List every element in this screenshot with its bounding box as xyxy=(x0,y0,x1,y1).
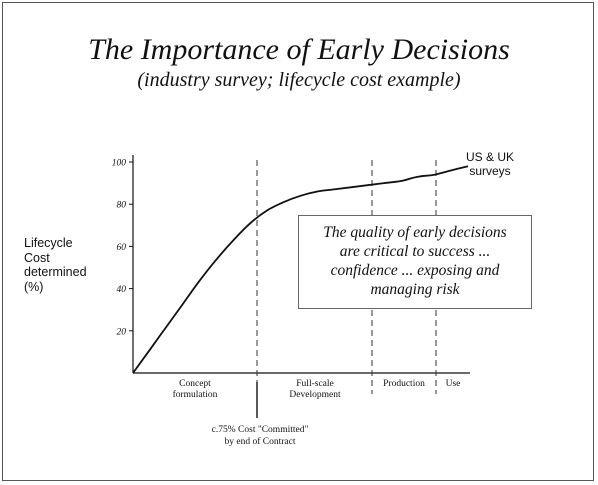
annotation-line: c.75% Cost "Committed" xyxy=(211,425,309,435)
y-tick-label: 100 xyxy=(112,159,127,169)
callout-box: The quality of early decisions are criti… xyxy=(298,215,532,309)
callout-line: The quality of early decisions xyxy=(323,224,507,241)
slide-subtitle: (industry survey; lifecycle cost example… xyxy=(137,69,461,91)
phase-label: Concept xyxy=(179,379,211,389)
series-label: US & UK surveys xyxy=(466,150,514,178)
y-axis-label-line: Lifecycle xyxy=(24,236,73,250)
cost-committed-annotation: c.75% Cost "Committed" by end of Contrac… xyxy=(190,424,330,448)
y-axis-label-line: (%) xyxy=(24,279,44,294)
y-tick-label: 60 xyxy=(117,243,127,253)
y-axis-label-line: determined xyxy=(24,265,87,279)
phase-label: formulation xyxy=(173,389,218,400)
phase-label: Use xyxy=(446,379,461,389)
series-label-line: surveys xyxy=(469,164,511,178)
y-tick-label: 20 xyxy=(117,327,127,337)
callout-line: are critical to success ... xyxy=(339,243,491,260)
y-axis-label-line: Cost xyxy=(24,250,50,265)
y-tick-label: 40 xyxy=(117,285,127,295)
slide-title: The Importance of Early Decisions xyxy=(88,33,510,66)
callout-line: confidence ... exposing and xyxy=(330,262,500,279)
y-axis-label: Lifecycle Cost determined (%) xyxy=(24,236,87,294)
phase-label: Full-scale xyxy=(296,379,333,389)
annotation-line: by end of Contract xyxy=(224,437,296,447)
phase-label: Development xyxy=(289,390,341,400)
series-label-line: US & UK xyxy=(466,150,515,164)
series-line xyxy=(132,165,469,374)
phase-label: Production xyxy=(383,379,425,389)
callout-line: managing risk xyxy=(370,281,460,298)
y-tick-label: 80 xyxy=(117,201,127,211)
